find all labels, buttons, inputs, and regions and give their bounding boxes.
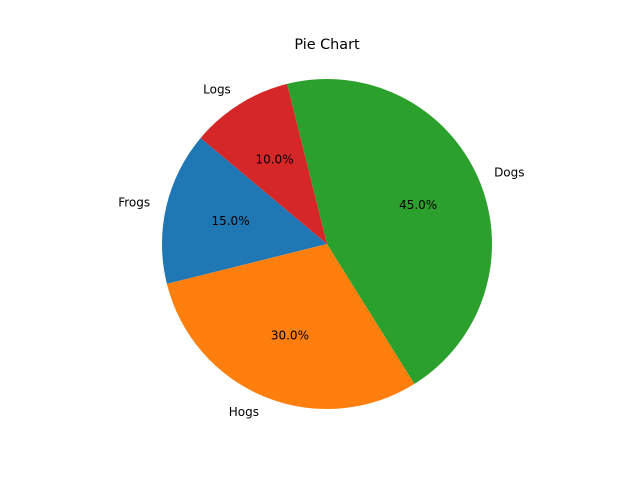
- pie-slice-logs: [200, 83, 327, 244]
- chart-title: Pie Chart: [294, 37, 360, 53]
- pie-slice-hogs: [166, 244, 415, 409]
- slice-label-dogs: Dogs: [494, 166, 524, 180]
- slice-label-hogs: Hogs: [229, 405, 259, 419]
- slice-percent-frogs: 15.0%: [211, 214, 249, 228]
- slice-label-frogs: Frogs: [118, 196, 150, 210]
- pie-slices: [162, 79, 492, 409]
- slice-percent-dogs: 45.0%: [399, 198, 437, 212]
- pie-slice-dogs: [287, 79, 492, 384]
- slice-percent-hogs: 30.0%: [271, 328, 309, 342]
- slice-label-logs: Logs: [203, 83, 231, 97]
- pie-slice-frogs: [162, 137, 327, 284]
- pie-labels: Frogs 15.0% Hogs 30.0% Dogs 45.0% Logs 10.0%: [118, 83, 524, 419]
- slice-percent-logs: 10.0%: [255, 153, 293, 167]
